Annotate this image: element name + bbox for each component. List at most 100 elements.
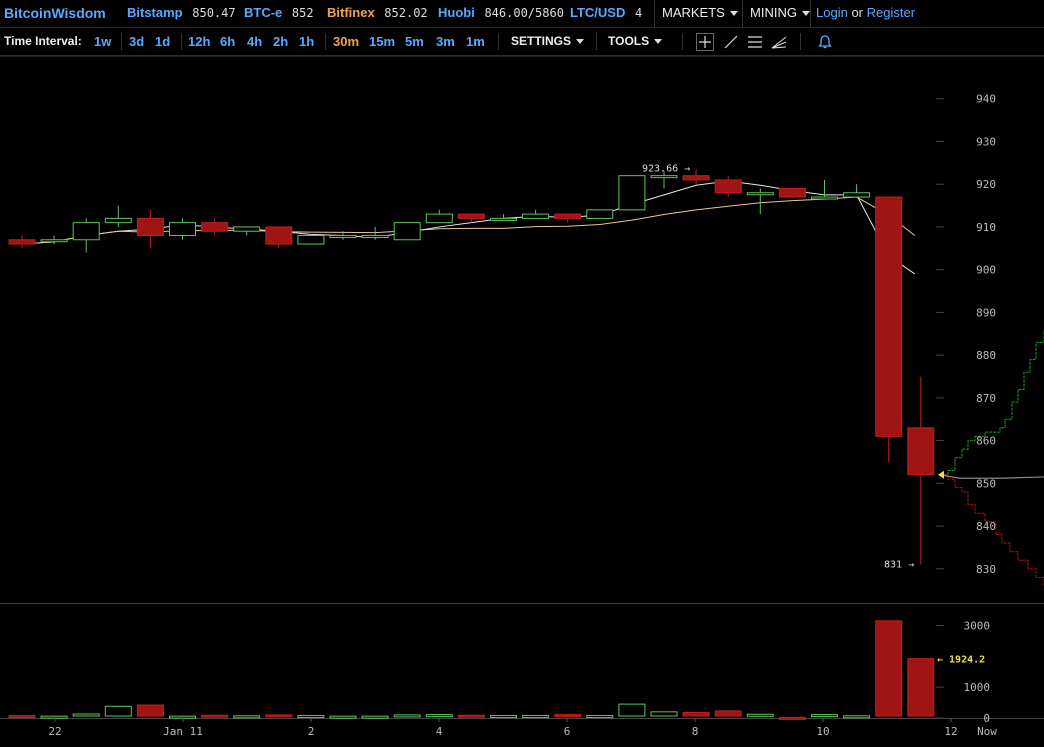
divider — [325, 33, 326, 50]
ticker-huobi[interactable]: Huobi 846.00/5860 — [438, 0, 564, 27]
volume-bar — [778, 716, 806, 720]
volume-bar — [907, 658, 935, 717]
volume-bar — [746, 713, 774, 717]
settings-menu[interactable]: SETTINGS — [511, 28, 585, 55]
crosshair-icon[interactable] — [696, 33, 714, 51]
interval-30m[interactable]: 30m — [333, 34, 360, 49]
tools-label: TOOLS — [608, 34, 650, 48]
divider — [810, 0, 811, 27]
volume-bar — [104, 705, 132, 717]
divider — [800, 33, 801, 50]
ticker-btce[interactable]: BTC-e 852 — [244, 0, 314, 27]
ticker-price: 850.47 — [192, 6, 236, 20]
volume-bar — [233, 715, 261, 719]
candle-body — [265, 226, 293, 245]
candle-body — [778, 187, 806, 198]
price-chart[interactable]: 8308408508608708808909009109209309400100… — [0, 56, 1044, 747]
candle-body — [811, 196, 838, 200]
volume-bar — [554, 714, 582, 718]
volume-bar — [265, 714, 293, 718]
time-tick-label: 10 — [816, 725, 829, 738]
depth-bid-line — [940, 329, 1044, 476]
brand-logo[interactable]: BitcoinWisdom — [4, 5, 106, 21]
divider — [596, 33, 597, 50]
price-tick-label: 850 — [976, 477, 996, 490]
interval-12h[interactable]: 12h — [188, 34, 211, 49]
tools-menu[interactable]: TOOLS — [608, 28, 663, 55]
candle-body — [361, 234, 389, 238]
candle-body — [169, 222, 196, 236]
candle-body — [457, 213, 485, 219]
divider — [181, 33, 182, 50]
depth-ask-line — [940, 474, 1044, 586]
candle-body — [329, 234, 357, 238]
volume-bar — [457, 714, 485, 718]
interval-15m[interactable]: 15m — [369, 34, 396, 49]
ticker-name: Huobi — [438, 5, 475, 20]
volume-bar — [650, 711, 678, 717]
interval-1w[interactable]: 1w — [94, 34, 112, 49]
volume-bar — [425, 714, 453, 718]
interval-4h[interactable]: 4h — [247, 34, 263, 49]
candle-body — [201, 222, 229, 232]
price-tick-label: 830 — [976, 563, 996, 576]
auth-links: Login or Register — [816, 0, 915, 27]
interval-1h[interactable]: 1h — [299, 34, 315, 49]
volume-tick-label: 1000 — [964, 681, 991, 694]
candle-body — [72, 222, 100, 241]
candle-body — [843, 192, 871, 198]
time-tick-label: 8 — [692, 725, 699, 738]
time-tick-label: 22 — [48, 725, 61, 738]
ticker-bitstamp[interactable]: Bitstamp 850.47 — [127, 0, 236, 27]
interval-3m[interactable]: 3m — [436, 34, 455, 49]
parallel-lines-icon[interactable] — [746, 33, 764, 51]
interval-2h[interactable]: 2h — [273, 34, 289, 49]
interval-1m[interactable]: 1m — [466, 34, 485, 49]
fan-tool-icon[interactable] — [770, 33, 788, 51]
price-tick-label: 900 — [976, 264, 996, 277]
depth-lines — [939, 329, 1044, 586]
candle-body — [233, 226, 261, 232]
bell-icon[interactable] — [817, 34, 833, 50]
candle-body — [875, 196, 903, 437]
depth-mid-line — [939, 474, 1044, 479]
candle-body — [907, 427, 935, 476]
chevron-down-icon — [801, 11, 810, 17]
volume-bar — [329, 715, 357, 719]
volume-bar — [297, 715, 325, 719]
ticker-name: Bitstamp — [127, 5, 183, 20]
price-tick-label: 870 — [976, 392, 996, 405]
time-tick-label: Jan 11 — [163, 725, 203, 738]
chart-annotations: 923.66 → 831 → ← 1924.2 — [642, 164, 985, 666]
volume-bar — [201, 714, 229, 718]
or-text: or — [851, 5, 863, 20]
register-link[interactable]: Register — [866, 5, 916, 20]
interval-3d[interactable]: 3d — [129, 34, 145, 49]
markets-menu[interactable]: MARKETS — [662, 0, 738, 27]
ticker-name: Bitfinex — [327, 5, 375, 20]
divider — [654, 0, 655, 27]
interval-6h[interactable]: 6h — [220, 34, 236, 49]
ticker-price: 846.00/5860 — [484, 6, 564, 20]
mining-menu[interactable]: MINING — [750, 0, 810, 27]
divider — [121, 33, 122, 50]
candle-body — [425, 213, 453, 224]
ticker-price: 4 — [635, 6, 643, 20]
price-tick-label: 940 — [976, 93, 996, 106]
volume-bar — [586, 715, 614, 719]
volume-tick-label: 3000 — [964, 619, 991, 632]
line-tool-icon[interactable] — [722, 33, 740, 51]
ticker-bitfinex[interactable]: Bitfinex 852.02 — [327, 0, 428, 27]
login-link[interactable]: Login — [816, 5, 848, 20]
interval-5m[interactable]: 5m — [405, 34, 424, 49]
volume-bar — [618, 703, 646, 717]
candle-body — [297, 234, 325, 245]
time-tick-label: 6 — [564, 725, 571, 738]
interval-1d[interactable]: 1d — [155, 34, 171, 49]
price-tick-label: 890 — [976, 306, 996, 319]
divider — [682, 33, 683, 50]
volume-bars — [8, 620, 935, 720]
ticker-ltcusd[interactable]: LTC/USD 4 — [570, 0, 642, 27]
candle-body — [746, 192, 774, 196]
volume-bar — [169, 715, 196, 719]
